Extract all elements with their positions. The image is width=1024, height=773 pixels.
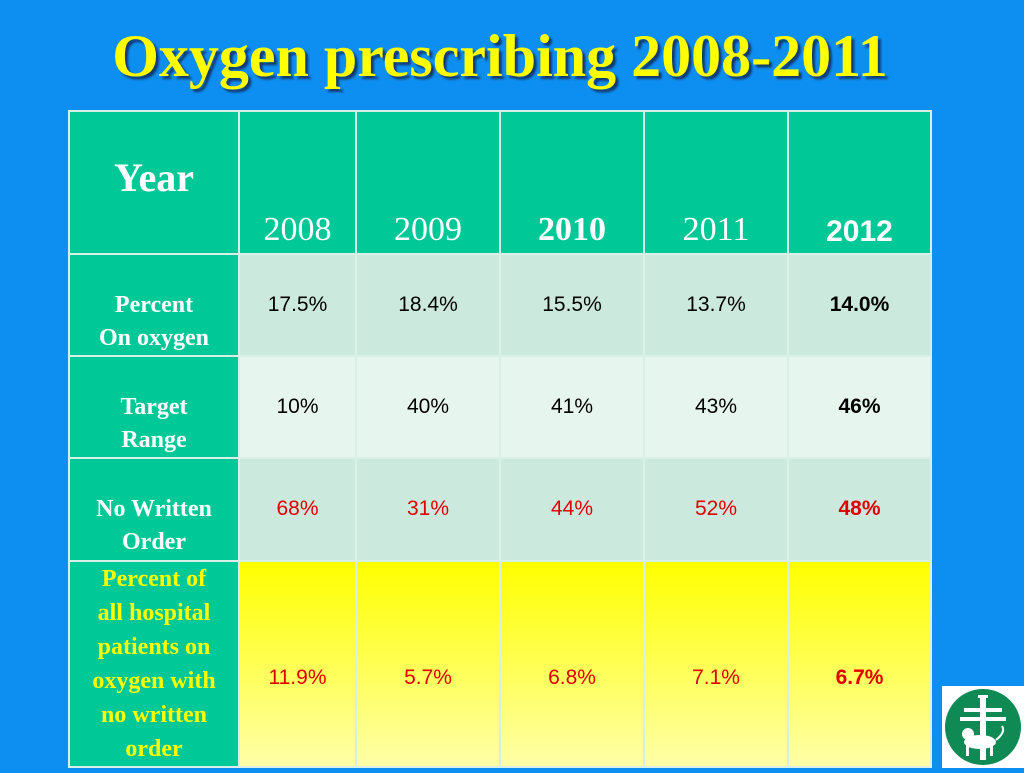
- label-line: Order: [122, 529, 186, 555]
- header-2012: 2012: [787, 110, 932, 255]
- cell: 31%: [355, 457, 501, 562]
- label-line: Target: [120, 394, 188, 420]
- table-row: Target Range 10% 40% 41% 43% 46%: [68, 355, 932, 459]
- cell: 41%: [499, 355, 645, 459]
- cell: 18.4%: [355, 253, 501, 357]
- lorraine-cross-lion-icon: [945, 689, 1021, 765]
- row-label: Percent On oxygen: [68, 253, 240, 357]
- row-label: Percent of all hospital patients on oxyg…: [68, 560, 240, 768]
- cell: 46%: [787, 355, 932, 459]
- label-line: Range: [121, 427, 187, 453]
- cell: 5.7%: [355, 560, 501, 768]
- cell: 44%: [499, 457, 645, 562]
- oxygen-table: Year 2008 2009 2010 2011 2012 Percent On …: [68, 110, 932, 768]
- label-line: No Written: [96, 496, 212, 522]
- slide-title: Oxygen prescribing 2008-2011: [112, 23, 888, 89]
- label-line: all hospital: [97, 600, 211, 626]
- label-line: Percent: [114, 292, 194, 318]
- cell: 43%: [643, 355, 789, 459]
- header-2009: 2009: [355, 110, 501, 255]
- cell: 40%: [355, 355, 501, 459]
- table-row: Percent On oxygen 17.5% 18.4% 15.5% 13.7%…: [68, 253, 932, 357]
- cell: 17.5%: [238, 253, 357, 357]
- label-line: oxygen with: [92, 668, 216, 694]
- cell: 14.0%: [787, 253, 932, 357]
- cell: 10%: [238, 355, 357, 459]
- row-label: Target Range: [68, 355, 240, 459]
- label-line: no written: [101, 702, 207, 728]
- header-2010: 2010: [499, 110, 645, 255]
- label-line: patients on: [97, 634, 211, 660]
- table-row: Percent of all hospital patients on oxyg…: [68, 560, 932, 768]
- label-line: order: [125, 736, 183, 762]
- header-2008: 2008: [238, 110, 357, 255]
- cell: 6.7%: [787, 560, 932, 768]
- cell: 52%: [643, 457, 789, 562]
- table-row: No Written Order 68% 31% 44% 52% 48%: [68, 457, 932, 562]
- cell: 48%: [787, 457, 932, 562]
- cell: 7.1%: [643, 560, 789, 768]
- label-line: On oxygen: [98, 325, 209, 351]
- cell: 11.9%: [238, 560, 357, 768]
- cell: 13.7%: [643, 253, 789, 357]
- cell: 68%: [238, 457, 357, 562]
- row-label: No Written Order: [68, 457, 240, 562]
- cell: 6.8%: [499, 560, 645, 768]
- cell: 15.5%: [499, 253, 645, 357]
- header-2011: 2011: [643, 110, 789, 255]
- header-year: Year: [68, 110, 240, 255]
- hospital-logo: [942, 686, 1024, 768]
- header-row: Year 2008 2009 2010 2011 2012: [68, 110, 932, 255]
- label-line: Percent of: [101, 566, 207, 592]
